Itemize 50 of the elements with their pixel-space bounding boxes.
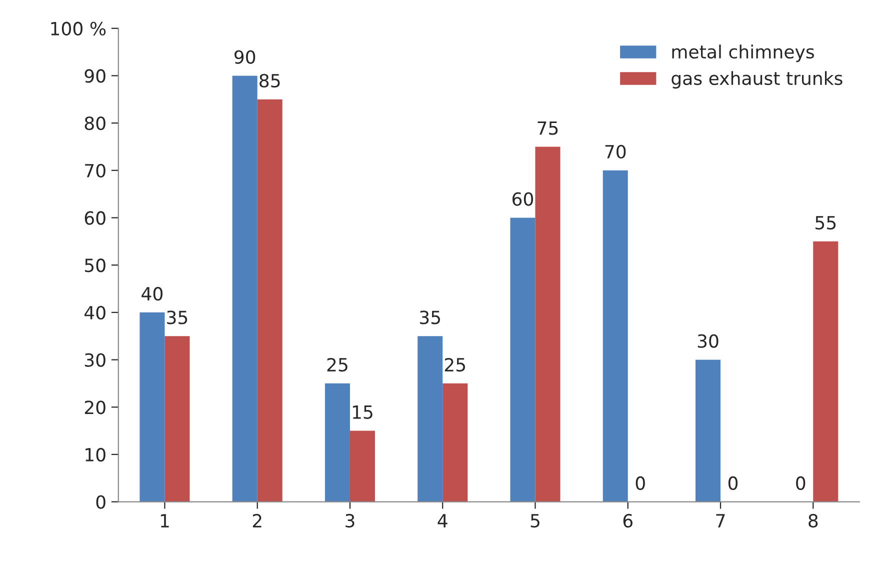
x-tick-label: 2 bbox=[252, 514, 262, 528]
bar bbox=[418, 336, 443, 502]
data-label: 35 bbox=[167, 310, 188, 324]
data-label: 0 bbox=[796, 476, 806, 490]
bar bbox=[164, 336, 190, 502]
data-label: 55 bbox=[816, 216, 836, 230]
bar bbox=[350, 430, 375, 502]
data-label: 90 bbox=[234, 50, 256, 64]
legend-label: gas exhaust trunks bbox=[672, 71, 842, 89]
y-tick-label: 50 bbox=[85, 258, 106, 272]
bar bbox=[696, 360, 721, 502]
y-tick-label: 20 bbox=[84, 400, 106, 414]
x-tick-label: 3 bbox=[346, 514, 354, 528]
bar bbox=[602, 170, 628, 502]
bar bbox=[813, 241, 838, 502]
y-tick-label: 40 bbox=[84, 306, 106, 320]
y-tick-label: 60 bbox=[84, 211, 106, 225]
data-label: 15 bbox=[352, 406, 372, 419]
data-label: 25 bbox=[327, 358, 348, 372]
data-label: 30 bbox=[698, 334, 718, 348]
y-tick-label: 0 bbox=[96, 495, 106, 509]
data-label: 75 bbox=[538, 121, 558, 135]
data-label: 70 bbox=[605, 144, 626, 159]
data-label: 60 bbox=[512, 192, 534, 206]
data-label: 40 bbox=[142, 286, 162, 301]
x-tick-label: 1 bbox=[160, 514, 169, 528]
x-tick-label: 5 bbox=[530, 514, 540, 528]
x-tick-label: 6 bbox=[623, 514, 632, 528]
y-tick-label: 90 bbox=[84, 69, 106, 83]
y-tick-label: 80 bbox=[84, 116, 106, 130]
y-tick-label: 70 bbox=[85, 164, 106, 178]
x-tick-label: 4 bbox=[438, 514, 448, 528]
bar bbox=[257, 99, 282, 502]
data-label: 85 bbox=[260, 74, 280, 88]
data-label: 0 bbox=[728, 476, 738, 490]
data-label: 0 bbox=[636, 476, 645, 490]
x-tick-label: 8 bbox=[808, 514, 818, 528]
y-tick-label: 100 % bbox=[51, 22, 106, 36]
legend-label: metal chimneys bbox=[672, 44, 814, 62]
bar bbox=[324, 383, 350, 502]
y-tick-label: 30 bbox=[84, 353, 106, 367]
bar bbox=[510, 218, 536, 502]
y-tick-label: 10 bbox=[86, 448, 106, 462]
bar bbox=[535, 146, 560, 502]
bar bbox=[232, 76, 258, 502]
data-label: 25 bbox=[444, 358, 466, 372]
bar bbox=[442, 383, 468, 502]
bar bbox=[140, 312, 165, 502]
x-tick-label: 7 bbox=[716, 514, 725, 528]
data-label: 35 bbox=[420, 310, 440, 324]
